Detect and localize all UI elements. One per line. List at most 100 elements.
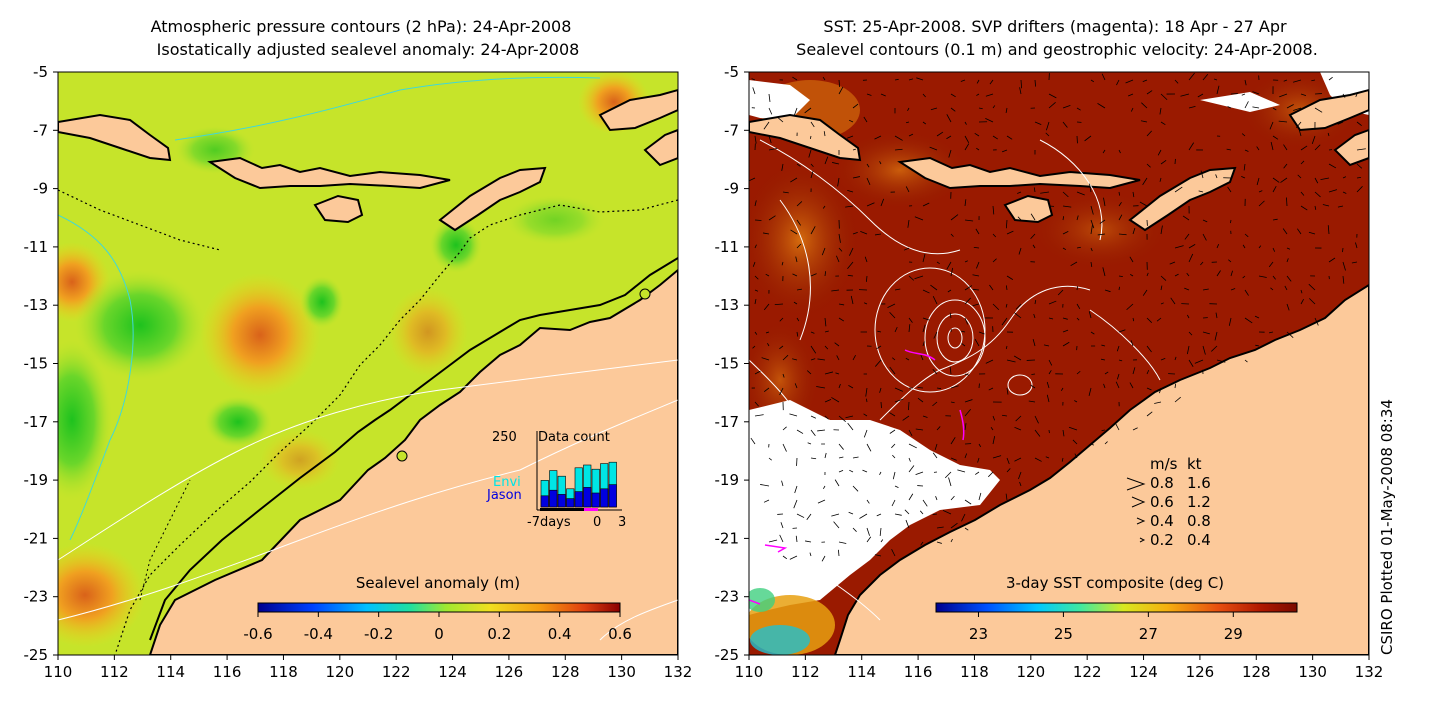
velocity-vector [1314,317,1319,326]
right-map: m/s kt 0.8 1.6 0.6 1.2 0.4 0.8 0.2 0.4 3… [749,72,1369,655]
velocity-vector [833,521,840,529]
velocity-vector [852,456,859,459]
velocity-vector [978,443,982,448]
velocity-vector [824,345,829,350]
velocity-vector [837,177,840,187]
velocity-vector [1102,149,1106,154]
velocity-vector [1090,247,1093,252]
velocity-vector [1126,303,1134,311]
velocity-vector [1314,205,1317,210]
velocity-vector [1115,381,1120,389]
velocity-vector [922,121,927,125]
colorbar-tick-label: 0.6 [608,625,632,643]
velocity-vector [804,107,812,114]
velocity-vector [831,397,840,403]
inset-bar-jason [540,495,549,508]
velocity-vector [1337,205,1344,208]
velocity-vector [922,415,928,418]
velocity-vector [1129,256,1134,263]
velocity-vector [1006,135,1013,140]
right-ytick-label: -21 [715,529,740,547]
velocity-vector [1328,189,1338,193]
velocity-vector [805,540,812,543]
velocity-vector [932,296,938,305]
velocity-vector [930,107,938,111]
velocity-vector-field [749,72,1366,562]
velocity-vector [1186,345,1190,355]
velocity-vector [863,413,868,417]
right-colorbar-ramp [935,602,1298,613]
right-xtick-label: 128 [1242,663,1271,681]
velocity-vector [1088,387,1092,396]
velocity-vector [950,495,955,501]
velocity-vector [1283,79,1288,82]
velocity-vector [1104,441,1108,445]
velocity-vector [1286,197,1288,207]
velocity-legend-arrow-1 [1131,496,1146,508]
velocity-vector [880,198,885,207]
velocity-vector [781,480,784,487]
velocity-vector [782,426,787,431]
velocity-legend-ms-1: 0.6 [1150,493,1174,511]
left-colorbar-ramp [257,602,621,613]
velocity-vector [1255,344,1260,347]
colorbar-tick-label: 25 [1054,625,1073,643]
velocity-vector [903,247,910,251]
velocity-vector [920,541,924,546]
velocity-vector [1076,215,1079,221]
velocity-vector [1033,187,1036,193]
colorbar-tick-label: 0 [434,625,444,643]
velocity-vector [922,324,926,333]
velocity-vector [1048,93,1057,99]
velocity-vector [1300,298,1304,305]
velocity-vector [763,121,770,130]
velocity-vector [908,465,915,473]
velocity-vector [894,398,904,403]
velocity-vector [976,79,980,84]
velocity-vector [749,177,756,182]
right-sumba-island [1003,194,1054,224]
inset-bar-jason [583,487,592,508]
velocity-vector [1296,121,1302,129]
velocity-vector [1015,303,1022,310]
velocity-vector [1005,219,1008,229]
left-colorbar-label: Sealevel anomaly (m) [356,574,520,592]
velocity-vector [1088,311,1092,319]
velocity-vector [961,343,966,347]
velocity-vector [908,457,911,462]
velocity-vector [782,354,789,361]
inset-bar-jason [549,489,558,508]
right-ytick-label: -19 [715,471,740,489]
velocity-vector [836,255,840,263]
velocity-vector [1006,275,1014,280]
velocity-vector [1202,73,1209,81]
velocity-vector [950,457,957,461]
velocity-vector [817,358,826,361]
velocity-vector [1020,79,1022,89]
velocity-vector [1272,107,1277,111]
velocity-vector [1283,144,1288,151]
velocity-vector [933,331,938,339]
velocity-vector [922,289,930,294]
velocity-vector [936,426,941,431]
velocity-vector [1030,213,1036,221]
velocity-vector [1314,144,1321,151]
velocity-vector [1258,275,1267,278]
velocity-vector [796,219,802,226]
velocity-vector [879,161,882,165]
velocity-legend-kt-1: 1.2 [1187,493,1211,511]
velocity-vector [887,303,896,309]
velocity-vector [782,443,787,452]
velocity-vector [1127,93,1134,97]
velocity-vector [935,496,938,501]
velocity-vector [1118,202,1122,207]
velocity-vector [908,443,917,449]
velocity-vector [779,317,784,322]
right-australia-land [833,283,1369,655]
velocity-vector [1076,191,1085,196]
velocity-vector [1045,132,1050,137]
velocity-vector [874,233,882,236]
velocity-legend-kt-0: 1.6 [1187,474,1211,492]
velocity-legend-header-kt: kt [1187,455,1202,473]
velocity-vector [1258,245,1262,249]
